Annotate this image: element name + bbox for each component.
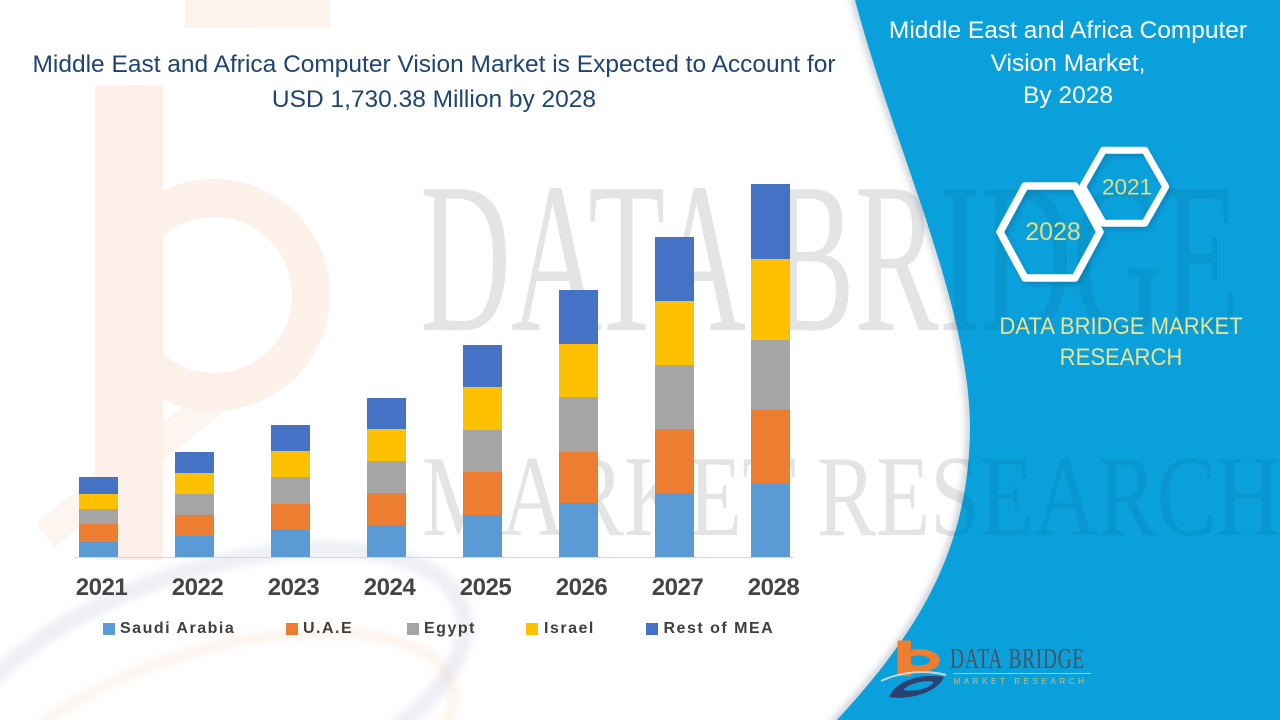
svg-text:2021: 2021 <box>1102 175 1152 200</box>
svg-text:2028: 2028 <box>1025 218 1081 246</box>
